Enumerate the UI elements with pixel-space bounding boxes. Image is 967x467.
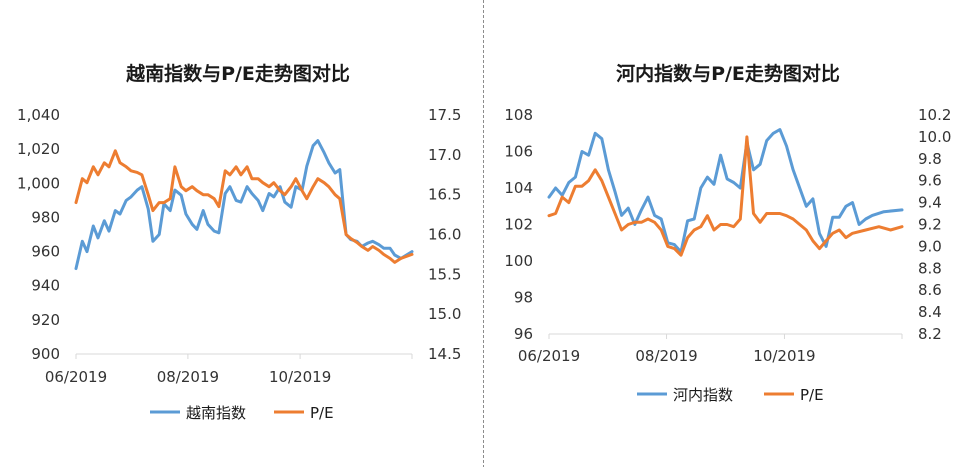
legend-label: P/E (800, 386, 824, 404)
y-left-tick-label: 96 (514, 325, 533, 343)
chart-panel-vn-index: 越南指数与P/E走势图对比 1,040 1,020 1,000 980 960 940 920… (17, 62, 461, 422)
y-right-tick-label: 10.2 (918, 106, 951, 124)
y-right-tick-label: 15.5 (428, 265, 461, 283)
x-tick-label: 10/2019 (753, 347, 815, 365)
y-left-tick-label: 102 (504, 216, 533, 234)
legend-label: 越南指数 (186, 404, 246, 422)
y-right-tick-label: 9.4 (918, 194, 942, 212)
y-right-tick-label: 9.8 (918, 150, 942, 168)
series-line-index (547, 128, 904, 254)
y-right-tick-label: 17.0 (428, 146, 461, 164)
chart-title: 越南指数与P/E走势图对比 (125, 62, 350, 85)
x-tick-label: 08/2019 (157, 368, 219, 386)
y-right-tick-label: 9.6 (918, 172, 942, 190)
y-left-tick-label: 900 (31, 345, 60, 363)
y-right-tick-label: 9.0 (918, 237, 942, 255)
y-right-tick-label: 9.2 (918, 216, 942, 234)
chart-title: 河内指数与P/E走势图对比 (616, 62, 840, 85)
legend-label: 河内指数 (673, 386, 733, 404)
y-left-tick-label: 104 (504, 179, 533, 197)
y-right-tick-label: 8.2 (918, 325, 942, 343)
y-left-tick-label: 106 (504, 143, 533, 161)
x-tick-label: 06/2019 (518, 347, 580, 365)
x-tick-label: 06/2019 (45, 368, 107, 386)
y-right-tick-label: 8.8 (918, 259, 942, 277)
y-right-tick-label: 16.5 (428, 186, 461, 204)
series-line-pe (74, 149, 414, 264)
y-left-tick-label: 1,040 (17, 106, 60, 124)
y-left-tick-label: 940 (31, 277, 60, 295)
series-line-pe (547, 135, 904, 257)
series-line-index (74, 139, 414, 271)
y-left-tick-label: 100 (504, 252, 533, 270)
x-tick-label: 10/2019 (269, 368, 331, 386)
y-right-tick-label: 17.5 (428, 106, 461, 124)
y-left-tick-label: 920 (31, 311, 60, 329)
y-right-tick-label: 8.6 (918, 281, 942, 299)
y-left-tick-label: 1,000 (17, 174, 60, 192)
y-left-tick-label: 108 (504, 106, 533, 124)
y-right-tick-label: 8.4 (918, 303, 942, 321)
y-right-tick-label: 15.0 (428, 305, 461, 323)
x-tick-label: 08/2019 (635, 347, 697, 365)
chart-panel-hnx-index: 河内指数与P/E走势图对比 108 106 104 102 100 98 96 10.2 10.0… (504, 62, 951, 404)
y-left-tick-label: 980 (31, 208, 60, 226)
y-right-tick-label: 10.0 (918, 128, 951, 146)
y-right-tick-label: 14.5 (428, 345, 461, 363)
y-right-tick-label: 16.0 (428, 226, 461, 244)
y-left-tick-label: 1,020 (17, 140, 60, 158)
legend-label: P/E (310, 404, 334, 422)
y-left-tick-label: 98 (514, 289, 533, 307)
y-left-tick-label: 960 (31, 243, 60, 261)
